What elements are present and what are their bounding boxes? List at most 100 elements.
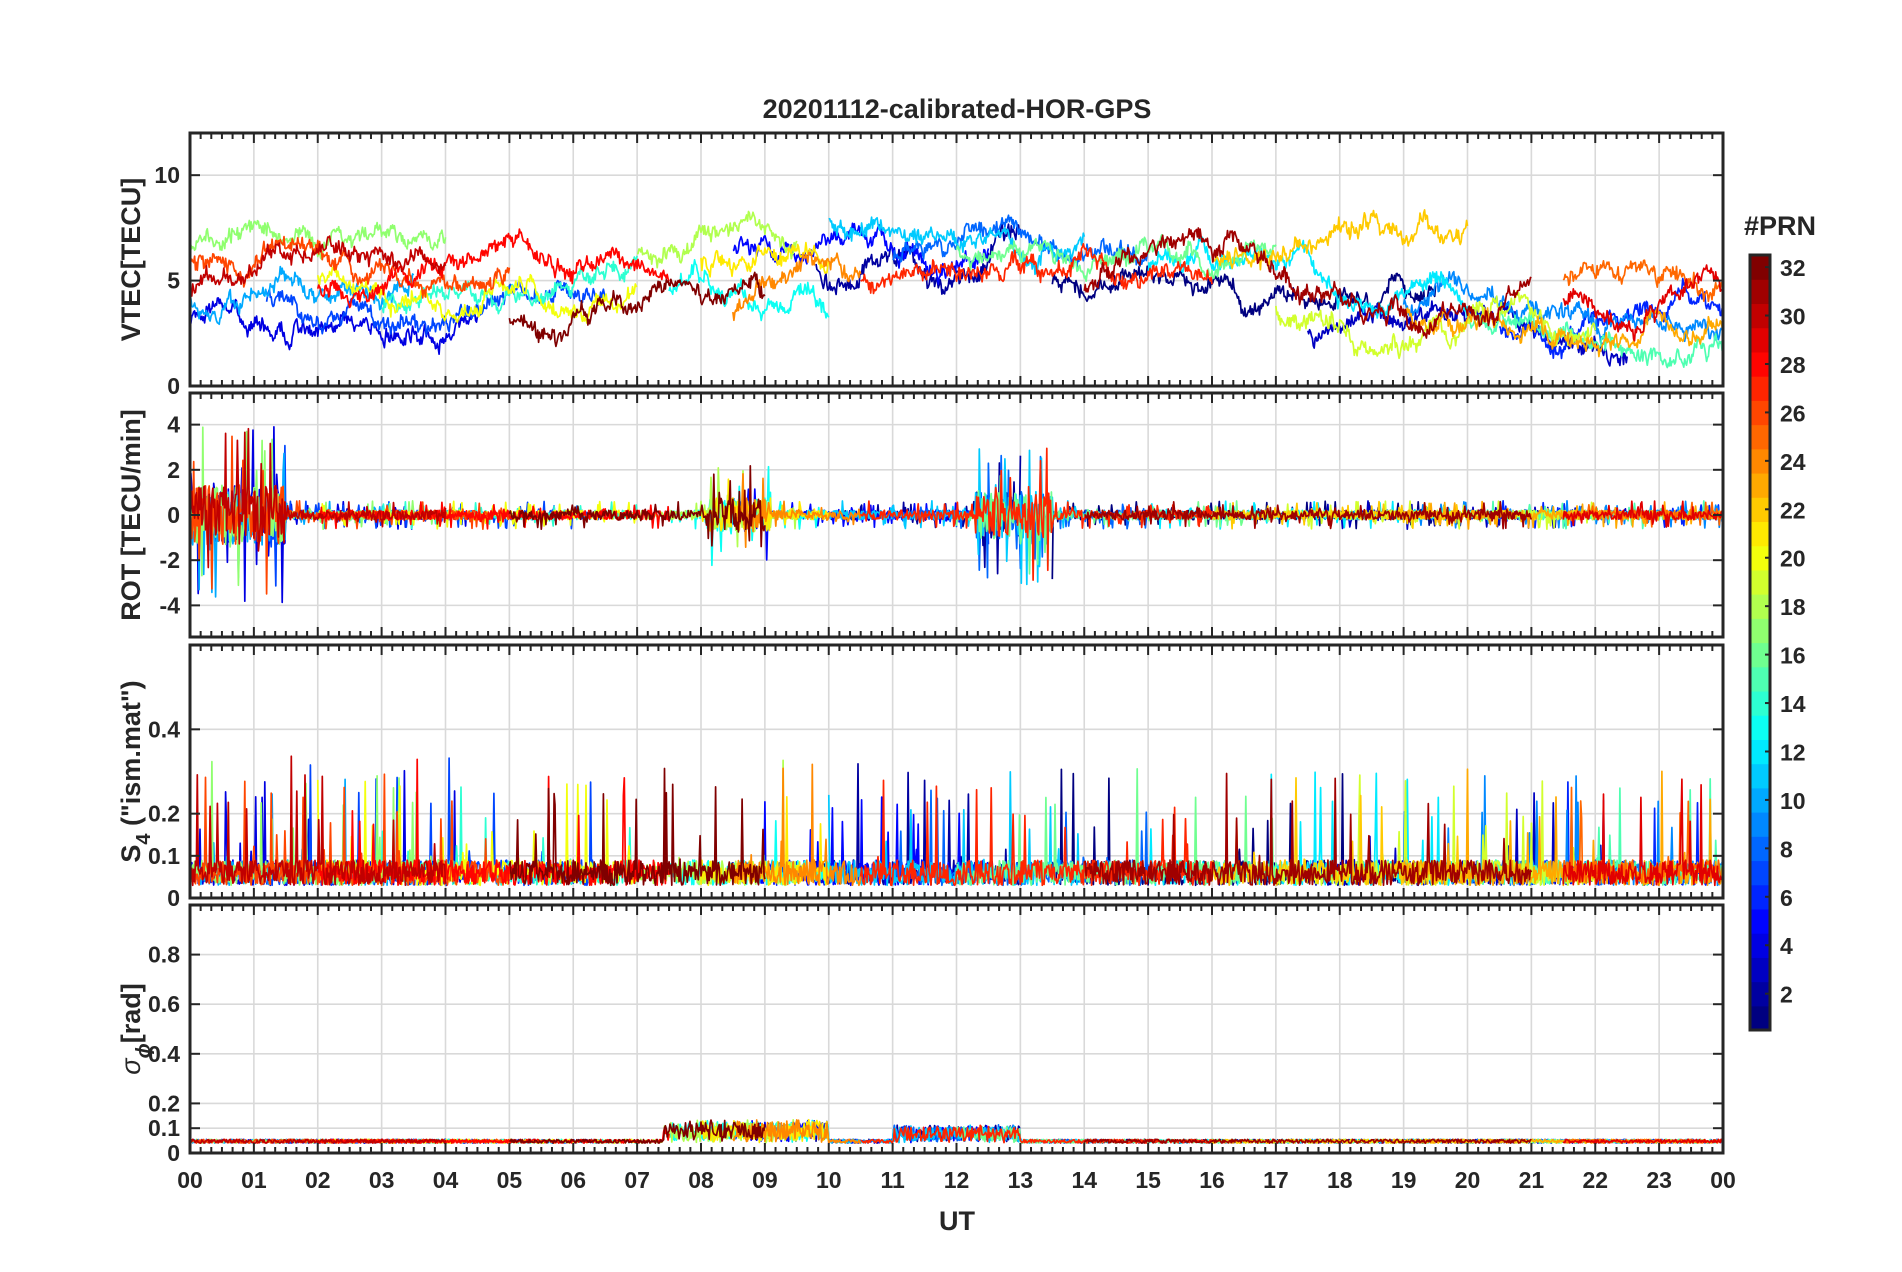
series-prn-29 <box>1562 264 1723 342</box>
series-prn-32 <box>508 271 766 348</box>
colorbar-swatch <box>1750 763 1770 789</box>
x-tick-label: 21 <box>1519 1167 1545 1193</box>
y-tick-label: 0.1 <box>148 1115 180 1141</box>
series-prn-17 <box>190 219 447 260</box>
x-tick-label: 08 <box>688 1167 714 1193</box>
x-tick-label: 20 <box>1455 1167 1481 1193</box>
series-group <box>190 209 1723 369</box>
series-prn-31 <box>1084 500 1533 530</box>
y-tick-label: 5 <box>167 268 180 294</box>
colorbar-swatch <box>1750 497 1770 523</box>
colorbar-swatch <box>1750 424 1770 450</box>
x-tick-label: 15 <box>1135 1167 1161 1193</box>
y-tick-label: 0 <box>167 502 180 528</box>
colorbar-tick-label: 32 <box>1780 255 1806 281</box>
colorbar-swatch <box>1750 860 1770 886</box>
series-prn-27 <box>860 242 1213 295</box>
series-prn-28 <box>316 758 670 887</box>
colorbar-tick-label: 30 <box>1780 304 1806 330</box>
y-tick-label: 0.4 <box>148 716 180 742</box>
colorbar-swatch <box>1750 569 1770 595</box>
series-prn-28 <box>316 228 670 309</box>
series-prn-29 <box>1562 500 1723 528</box>
chart-title: 20201112-calibrated-HOR-GPS <box>763 94 1152 124</box>
colorbar-tick-label: 24 <box>1780 449 1806 475</box>
panel-vtec: 0 5 10 VTEC[TECU] <box>116 131 1725 399</box>
colorbar-swatch <box>1750 351 1770 377</box>
y-axis-label-sub: 4 <box>133 833 155 845</box>
x-tick-label: 07 <box>624 1167 650 1193</box>
colorbar-tick-label: 28 <box>1780 352 1806 378</box>
series-prn-18 <box>637 210 798 269</box>
x-tick-label: 14 <box>1071 1167 1097 1193</box>
x-tick-label: 18 <box>1327 1167 1353 1193</box>
y-axis-label-main: S <box>116 845 146 863</box>
x-tick-label: 00 <box>1710 1167 1736 1193</box>
series-prn-22 <box>1211 209 1469 271</box>
series-prn-25 <box>1562 259 1723 303</box>
y-axis-label: S4 ("ism.mat") <box>116 680 155 862</box>
x-tick-label: 02 <box>305 1167 331 1193</box>
x-tick-label: 19 <box>1391 1167 1417 1193</box>
series-prn-30 <box>190 1138 447 1144</box>
y-tick-label: -4 <box>160 592 181 618</box>
colorbar-swatch <box>1750 715 1770 740</box>
panel-rot: -4 -2 0 2 4 ROT [TECU/min] <box>116 391 1725 639</box>
series-group <box>190 425 1723 604</box>
series-prn-13 <box>668 259 830 322</box>
colorbar-swatch <box>1750 279 1770 305</box>
series-prn-9 <box>1402 270 1723 344</box>
colorbar-frame <box>1748 253 1772 1032</box>
y-tick-label: 0.8 <box>148 942 180 968</box>
colorbar-tick-label: 20 <box>1780 546 1806 572</box>
colorbar-tick-label: 2 <box>1780 982 1793 1008</box>
y-axis-label: ROT [TECU/min] <box>116 409 146 620</box>
series-prn-21 <box>700 241 830 278</box>
series-prn-29 <box>1562 1138 1723 1144</box>
colorbar-tick-label: 18 <box>1780 594 1806 620</box>
colorbar-swatch <box>1750 545 1770 571</box>
series-prn-23 <box>1402 306 1723 358</box>
y-tick-label: 0 <box>167 373 180 399</box>
y-tick-label: 0.6 <box>148 991 180 1017</box>
series-group <box>190 755 1723 887</box>
colorbar-swatch <box>1750 400 1770 426</box>
x-tick-label: 10 <box>816 1167 842 1193</box>
colorbar-swatch <box>1750 787 1770 813</box>
y-axis-label-main: σ <box>116 1057 146 1075</box>
colorbar-swatch <box>1750 448 1770 474</box>
panel-sigma_phi: 00.10.2 0.4 0.6 0.8 σϕ[rad] <box>116 903 1725 1166</box>
series-prn-4 <box>190 297 479 356</box>
x-tick-label: 13 <box>1008 1167 1034 1193</box>
colorbar-swatch <box>1750 908 1770 934</box>
colorbar-tick-label: 6 <box>1780 885 1793 911</box>
colorbar-swatch <box>1750 327 1770 353</box>
series-prn-30 <box>190 235 447 298</box>
colorbar-tick-label: 10 <box>1780 788 1806 814</box>
x-tick-label: 17 <box>1263 1167 1289 1193</box>
y-tick-label: 0 <box>167 1140 180 1166</box>
x-tick-label: 22 <box>1582 1167 1608 1193</box>
colorbar-tick-label: 16 <box>1780 643 1806 669</box>
series-prn-24 <box>732 251 862 322</box>
series-prn-32 <box>508 465 766 548</box>
x-axis-label: UT <box>939 1206 975 1236</box>
colorbar-swatch <box>1750 739 1770 765</box>
series-prn-31 <box>1083 227 1532 339</box>
x-tick-label: 00 <box>177 1167 203 1193</box>
series-prn-11 <box>828 216 1086 276</box>
series-prn-24 <box>732 763 862 887</box>
y-tick-label: 2 <box>167 457 180 483</box>
series-prn-32 <box>509 1119 766 1144</box>
x-tick-label: 11 <box>880 1167 905 1193</box>
panel-s4: 00.10.20.4S4 ("ism.mat") <box>116 643 1725 911</box>
colorbar-swatch <box>1750 836 1770 862</box>
colorbar-swatch <box>1750 618 1770 644</box>
colorbar-swatch <box>1750 472 1770 498</box>
y-tick-label: 0.1 <box>148 843 180 869</box>
colorbar-tick-label: 8 <box>1780 836 1793 862</box>
series-prn-29 <box>1562 778 1723 887</box>
